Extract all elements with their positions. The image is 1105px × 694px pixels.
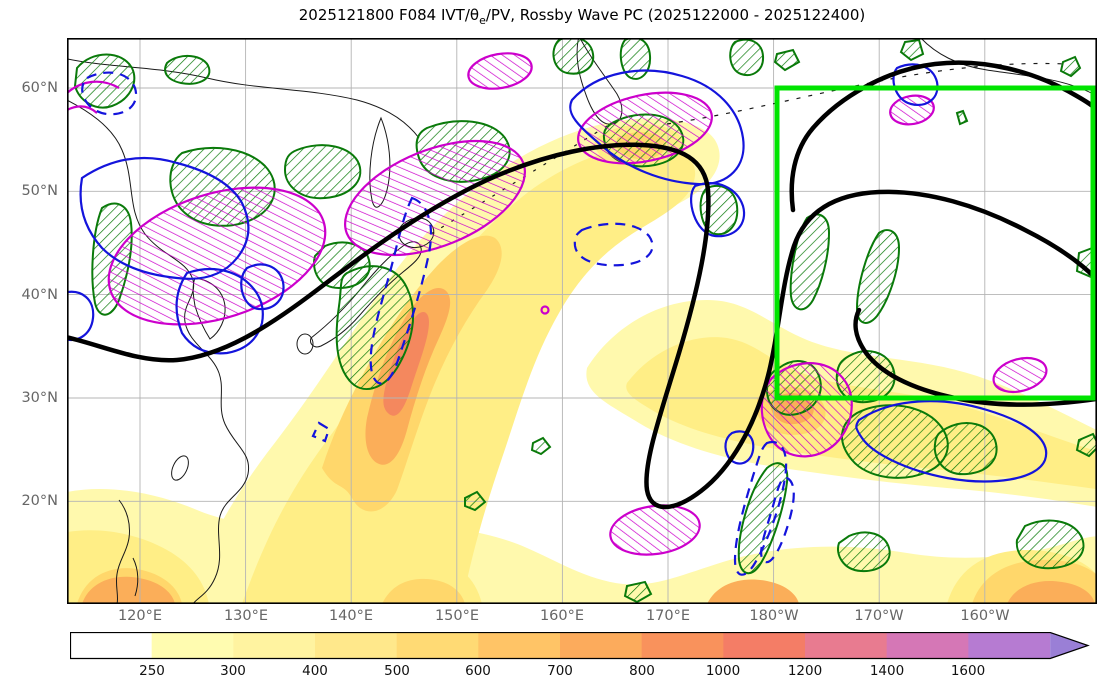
lon-tick-label: 160°W (960, 608, 1010, 624)
colorbar-tick-label: 700 (547, 663, 573, 679)
lon-tick-label: 170°W (854, 608, 904, 624)
lon-tick-label: 120°E (117, 608, 163, 624)
colorbar-tick-label: 600 (465, 663, 491, 679)
colorbar-tick-label: 400 (302, 663, 328, 679)
chart-title: 2025121800 F084 IVT/θe/PV, Rossby Wave P… (67, 6, 1097, 27)
target-region-box (774, 85, 1096, 401)
colorbar-over-arrow (1050, 632, 1088, 659)
title-suffix: /PV, Rossby Wave PC (2025122000 - 202512… (485, 6, 866, 24)
map-border (67, 38, 1097, 604)
colorbar-tick-label: 300 (220, 663, 246, 679)
lat-tick-label: 40°N (21, 287, 58, 303)
coastlines (67, 38, 1097, 604)
lat-tick-label: 20°N (21, 493, 58, 509)
colorbar-tick-label: 800 (629, 663, 655, 679)
lat-tick-label: 30°N (21, 390, 58, 406)
colorbar-outline (70, 632, 1090, 660)
colorbar-tick-label: 1000 (705, 663, 741, 679)
lon-tick-label: 160°E (539, 608, 585, 624)
lat-tick-label: 50°N (21, 183, 58, 199)
colorbar-tick-label: 1200 (787, 663, 823, 679)
colorbar-tick-label: 1400 (869, 663, 905, 679)
lon-tick-label: 180°W (749, 608, 799, 624)
colorbar-segments (70, 632, 1051, 659)
map-panel (67, 38, 1097, 604)
lon-tick-label: 130°E (223, 608, 269, 624)
lat-tick-label: 60°N (21, 80, 58, 96)
title-prefix: 2025121800 F084 IVT/θ (298, 6, 480, 24)
lon-tick-label: 140°E (328, 608, 374, 624)
lon-tick-label: 150°E (434, 608, 480, 624)
colorbar-tick-label: 500 (384, 663, 410, 679)
title-theta-subscript: e (479, 14, 486, 27)
lon-tick-label: 170°E (645, 608, 691, 624)
ivt-shading-salmon (383, 311, 429, 416)
blue-dashed-contours (81, 71, 795, 576)
thick-black-contour (67, 60, 1097, 510)
colorbar-tick-label: 1600 (950, 663, 986, 679)
colorbar (70, 632, 1090, 660)
colorbar-tick-label: 250 (139, 663, 165, 679)
